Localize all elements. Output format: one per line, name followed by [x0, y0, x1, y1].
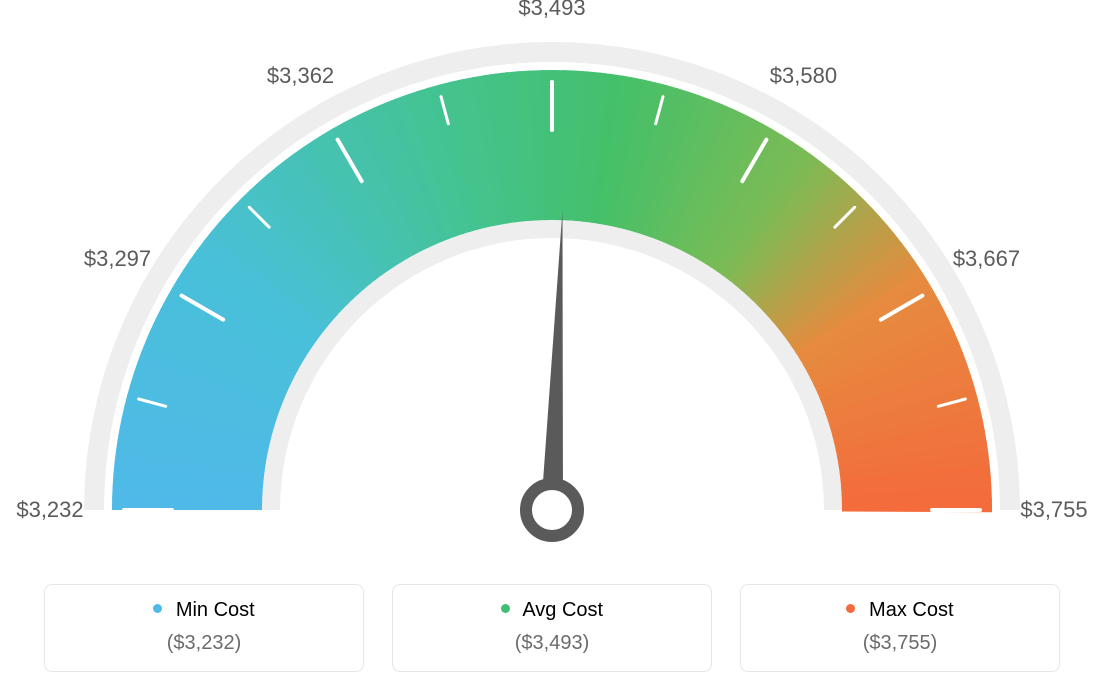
dot-icon	[846, 604, 855, 613]
legend-value-min: ($3,232)	[55, 632, 353, 655]
gauge-scale-label: $3,755	[1020, 497, 1087, 523]
legend-card-avg: Avg Cost ($3,493)	[392, 584, 712, 672]
legend-value-max: ($3,755)	[751, 632, 1049, 655]
legend-title-min: Min Cost	[55, 599, 353, 622]
legend-title-avg-text: Avg Cost	[522, 599, 603, 621]
gauge-scale-label: $3,297	[84, 246, 151, 272]
dot-icon	[153, 604, 162, 613]
gauge-scale-label: $3,362	[267, 63, 334, 89]
gauge-scale-label: $3,232	[16, 497, 83, 523]
legend-title-avg: Avg Cost	[403, 599, 701, 622]
legend-value-avg: ($3,493)	[403, 632, 701, 655]
dot-icon	[501, 604, 510, 613]
legend-title-max-text: Max Cost	[869, 599, 953, 621]
gauge-scale-label: $3,493	[518, 0, 585, 21]
gauge-scale-label: $3,667	[953, 246, 1020, 272]
gauge-scale-label: $3,580	[770, 63, 837, 89]
gauge: $3,232 $3,297 $3,362 $3,493 $3,580 $3,667 $3,7…	[0, 0, 1104, 560]
legend-card-min: Min Cost ($3,232)	[44, 584, 364, 672]
legend-title-min-text: Min Cost	[176, 599, 255, 621]
gauge-svg	[0, 0, 1104, 560]
chart-container: $3,232 $3,297 $3,362 $3,493 $3,580 $3,667 $3,7…	[0, 0, 1104, 690]
legend-card-max: Max Cost ($3,755)	[740, 584, 1060, 672]
legend-title-max: Max Cost	[751, 599, 1049, 622]
legend-row: Min Cost ($3,232) Avg Cost ($3,493) Max …	[0, 584, 1104, 672]
